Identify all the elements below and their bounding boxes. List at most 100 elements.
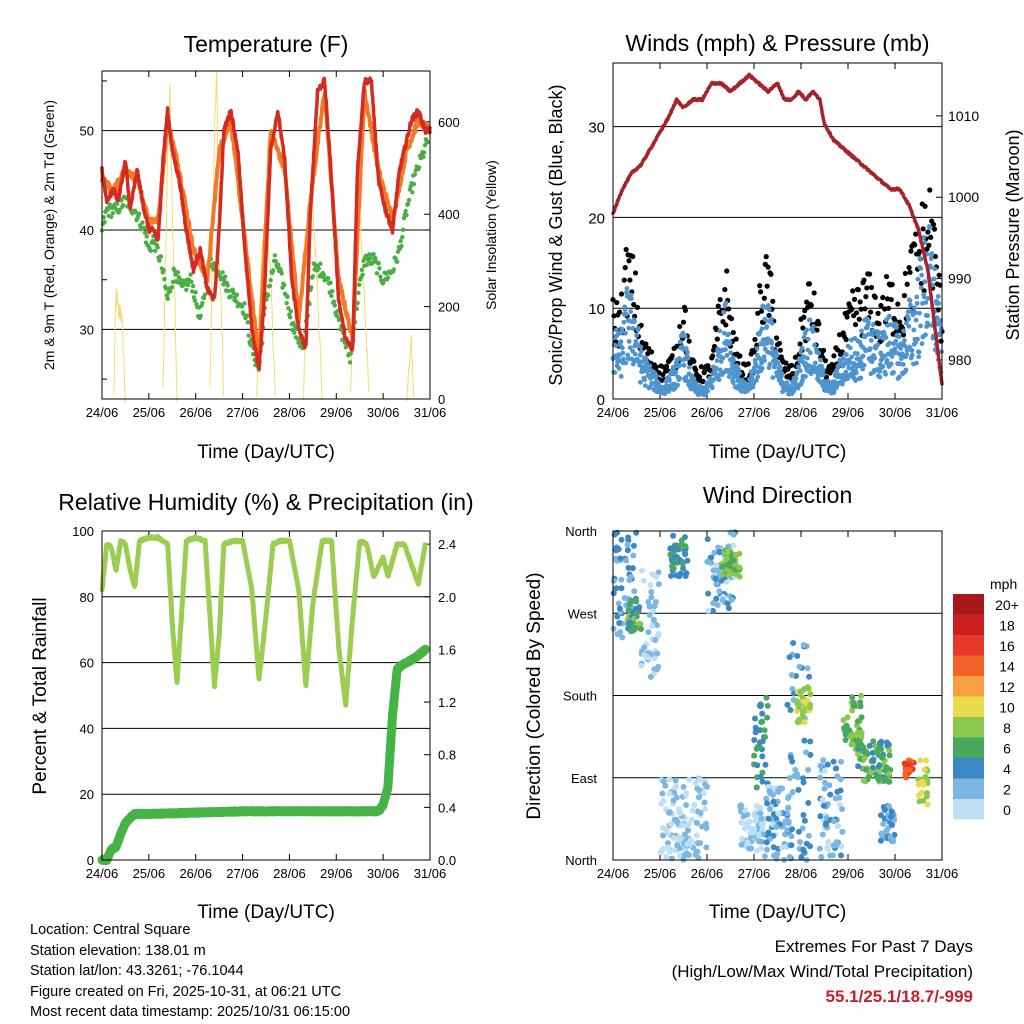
direction-point [730,557,737,564]
wind-point [810,329,816,334]
direction-point [689,807,696,814]
direction-point [860,777,867,784]
gust-point [808,302,814,308]
dewpoint-point [421,150,427,155]
direction-point [796,663,803,670]
legend-swatch [953,778,984,799]
direction-point [826,782,833,789]
dewpoint-point [331,299,337,304]
gust-point [648,349,655,355]
direction-point [616,605,623,612]
wind-point [880,364,886,369]
wind-point [858,375,864,381]
gust-point [723,322,729,328]
dewpoint-point [325,275,331,281]
direction-point [886,747,893,754]
wind-point [919,341,925,347]
wind-point [811,324,816,329]
gust-point [623,246,629,253]
direction-point [820,757,827,764]
direction-point [756,702,763,709]
wind-point [851,360,857,366]
wind-point [683,374,689,380]
dewpoint-point [279,271,284,276]
dewpoint-point [370,260,375,266]
wind-point [866,331,872,337]
direction-point [683,802,690,809]
dewpoint-series [99,137,430,372]
gust-point [730,329,736,336]
dewpoint-point [330,288,335,294]
wind-point [642,383,648,388]
wind-point [894,325,899,330]
direction-point [708,559,715,566]
wind-point [918,265,924,271]
direction-point [920,797,927,804]
wind-point [728,350,734,356]
legend-swatch [953,717,984,738]
direction-point [822,821,829,828]
gust-point [916,248,923,255]
dir-xtick-label: 31/06 [926,866,959,881]
wind-point [918,323,923,329]
gust-point [906,264,912,271]
direction-point [626,601,633,608]
dewpoint-point [356,290,361,296]
wind-point [727,339,733,345]
temp-y2tick-label: 0 [438,392,445,407]
gust-point [856,316,862,322]
wind-point [774,352,780,358]
wind-point [628,309,634,314]
dewpoint-point [332,303,337,308]
wind-point [628,292,634,298]
direction-point [710,600,717,607]
wind-point [916,349,922,355]
direction-point [739,835,746,842]
gust-point [928,234,934,240]
direction-point [849,741,856,748]
direction-point [696,776,703,783]
rh-ytick-label: 60 [80,656,94,671]
wind-point [619,328,625,334]
direction-point [820,802,827,809]
direction-point [638,625,645,632]
direction-point [726,568,733,575]
direction-point [917,779,924,786]
wind-point [770,345,775,351]
wind-point [926,322,931,328]
direction-point [838,843,845,850]
wind-point [839,381,845,387]
wind-y2tick-label: 990 [948,271,972,287]
wind-point [633,338,639,344]
direction-point [672,777,679,784]
wind-point [613,327,619,333]
legend-title: mph [990,576,1017,592]
wind-point [618,339,624,345]
wind-point [685,349,690,355]
wind-point [720,355,726,361]
dewpoint-point [101,215,106,220]
direction-point [724,561,731,568]
direction-point [785,818,792,825]
direction-point [682,792,689,799]
gust-point [806,281,813,287]
wind-point [775,360,781,366]
wind-point [935,293,941,299]
direction-point [759,821,766,828]
direction-point [858,692,865,699]
wind-point [650,381,656,386]
wind-point [620,345,625,351]
direction-point [676,845,683,852]
direction-point [751,752,758,759]
direction-point [703,844,710,851]
direction-point [660,797,667,804]
gust-point [770,298,776,304]
direction-point [630,615,637,622]
gust-point [710,353,716,359]
gust-point [867,271,873,277]
direction-point [849,694,856,701]
direction-point [750,828,757,835]
direction-point [763,839,770,846]
direction-point [728,596,735,603]
wind-point [764,324,770,329]
